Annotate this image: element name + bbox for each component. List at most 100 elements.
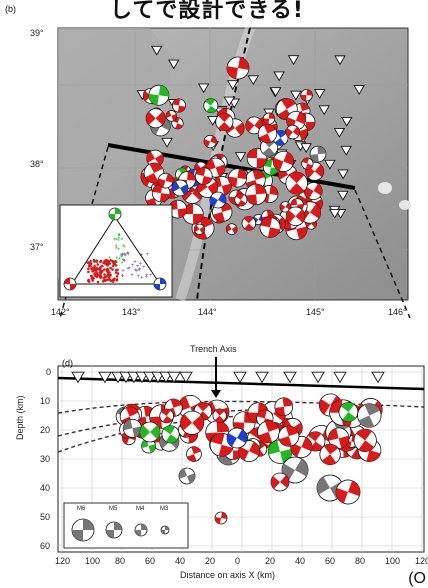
ternary-star: * xyxy=(118,257,121,264)
ternary-cross: + xyxy=(126,251,130,257)
ternary-point xyxy=(107,276,111,279)
ternary-star: * xyxy=(115,260,118,267)
focal-mechanism-ball xyxy=(279,201,291,213)
distance-tick-label: 60 xyxy=(325,556,336,566)
ternary-cross: + xyxy=(123,252,127,258)
station-triangle xyxy=(206,116,219,126)
ternary-cross: + xyxy=(135,269,139,275)
focal-mechanism-ball xyxy=(245,116,264,135)
ternary-point xyxy=(109,273,112,277)
magnitude-legend-label: M3 xyxy=(160,506,169,512)
focal-mechanism-ball xyxy=(304,182,323,201)
focal-mechanism-ball xyxy=(226,427,248,449)
ternary-cross: + xyxy=(133,260,137,266)
focal-mechanism-ball xyxy=(108,207,122,221)
focal-mechanism-ball xyxy=(215,112,234,131)
ternary-star: * xyxy=(117,239,120,246)
focal-mechanism-ball xyxy=(335,479,361,505)
focal-mechanism-ball xyxy=(257,420,280,444)
distance-axis-title: Distance on axis X (km) xyxy=(180,570,276,580)
ternary-star: * xyxy=(115,238,118,245)
focal-mechanism-ball xyxy=(278,425,300,447)
ternary-point xyxy=(103,262,107,265)
focal-mechanism-ball xyxy=(226,56,250,80)
depth-tick-label: 30 xyxy=(40,454,51,464)
map-panel-label: (b) xyxy=(5,4,16,14)
focal-mechanism-ball xyxy=(161,425,180,444)
focal-mechanism-ball xyxy=(159,408,174,424)
lon-tick-146: 146° xyxy=(388,307,407,317)
focal-mechanism-ball xyxy=(328,427,350,449)
distance-tick-label: 100 xyxy=(385,556,401,566)
map-focal-mechanisms xyxy=(140,56,327,241)
ternary-point xyxy=(95,267,99,270)
focal-mechanism-ball xyxy=(338,402,359,422)
focal-mechanism-ball xyxy=(193,223,206,235)
ternary-point xyxy=(109,259,112,262)
magnitude-legend-symbols xyxy=(71,518,170,542)
ternary-cross: + xyxy=(126,252,130,258)
station-triangle xyxy=(273,71,285,82)
station-triangle xyxy=(283,371,297,384)
distance-tick-label: 80 xyxy=(115,556,126,566)
ternary-point xyxy=(111,268,114,271)
ternary-point xyxy=(99,271,103,274)
distance-tick-label: 80 xyxy=(355,556,366,566)
focal-mechanism-ball xyxy=(105,521,123,539)
lon-tick-143: 143° xyxy=(122,307,141,317)
distance-tick-label: 40 xyxy=(175,556,186,566)
section-focal-mechanisms xyxy=(115,393,383,525)
ternary-cross: + xyxy=(138,261,142,267)
ternary-point xyxy=(111,259,114,263)
ternary-cross: + xyxy=(126,251,130,257)
ternary-point xyxy=(106,270,110,274)
depth-axis-title: Depth (km) xyxy=(15,395,25,440)
focal-mechanism-ball xyxy=(225,223,238,236)
lon-tick-144: 144° xyxy=(198,307,217,317)
ternary-star: * xyxy=(118,236,121,243)
ternary-star: * xyxy=(118,233,121,240)
focal-mechanism-ball xyxy=(285,206,306,227)
ternary-point xyxy=(106,278,109,281)
ternary-point xyxy=(95,259,98,262)
magnitude-legend-label: M6 xyxy=(77,506,86,512)
ternary-star: * xyxy=(121,258,124,265)
focal-mechanism-ball xyxy=(63,277,77,291)
station-triangle xyxy=(223,96,236,107)
ternary-cross: + xyxy=(137,268,141,274)
focal-mechanism-ball xyxy=(212,408,227,423)
focal-mechanism-ball xyxy=(160,525,170,535)
distance-tick-label: 120 xyxy=(55,556,71,566)
section-panel-label: (d) xyxy=(62,358,73,368)
ternary-cross: + xyxy=(120,252,124,258)
station-triangle xyxy=(328,208,341,219)
ternary-star: * xyxy=(122,244,125,251)
ternary-point xyxy=(89,259,92,263)
focal-mechanism-ball xyxy=(214,511,228,525)
focal-mechanism-ball xyxy=(241,216,257,231)
ternary-point xyxy=(92,258,96,262)
magnitude-legend-label: M5 xyxy=(109,506,118,512)
focal-mechanism-ball xyxy=(171,179,189,197)
focal-mechanism-ball xyxy=(171,98,187,113)
lat-tick-38: 38° xyxy=(30,159,44,169)
ternary-point xyxy=(96,280,100,284)
lat-tick-39: 39° xyxy=(30,28,44,38)
lon-tick-145: 145° xyxy=(306,307,325,317)
ternary-point xyxy=(91,266,95,270)
station-triangle xyxy=(324,159,336,170)
footer-text: (O xyxy=(408,570,426,587)
focal-mechanism-ball xyxy=(259,216,281,238)
ternary-cross: + xyxy=(133,268,137,274)
ternary-cross: + xyxy=(127,266,131,272)
ternary-point xyxy=(106,259,109,262)
lon-tick-142: 142° xyxy=(51,307,70,317)
focal-mechanism-ball xyxy=(180,410,205,435)
ternary-cross: + xyxy=(123,258,127,264)
ternary-cross: + xyxy=(121,268,125,274)
focal-mechanism-ball xyxy=(209,191,227,209)
ternary-star: * xyxy=(125,253,128,260)
station-triangle xyxy=(334,55,346,66)
ternary-point xyxy=(95,275,99,279)
ternary-cross: + xyxy=(121,253,125,259)
